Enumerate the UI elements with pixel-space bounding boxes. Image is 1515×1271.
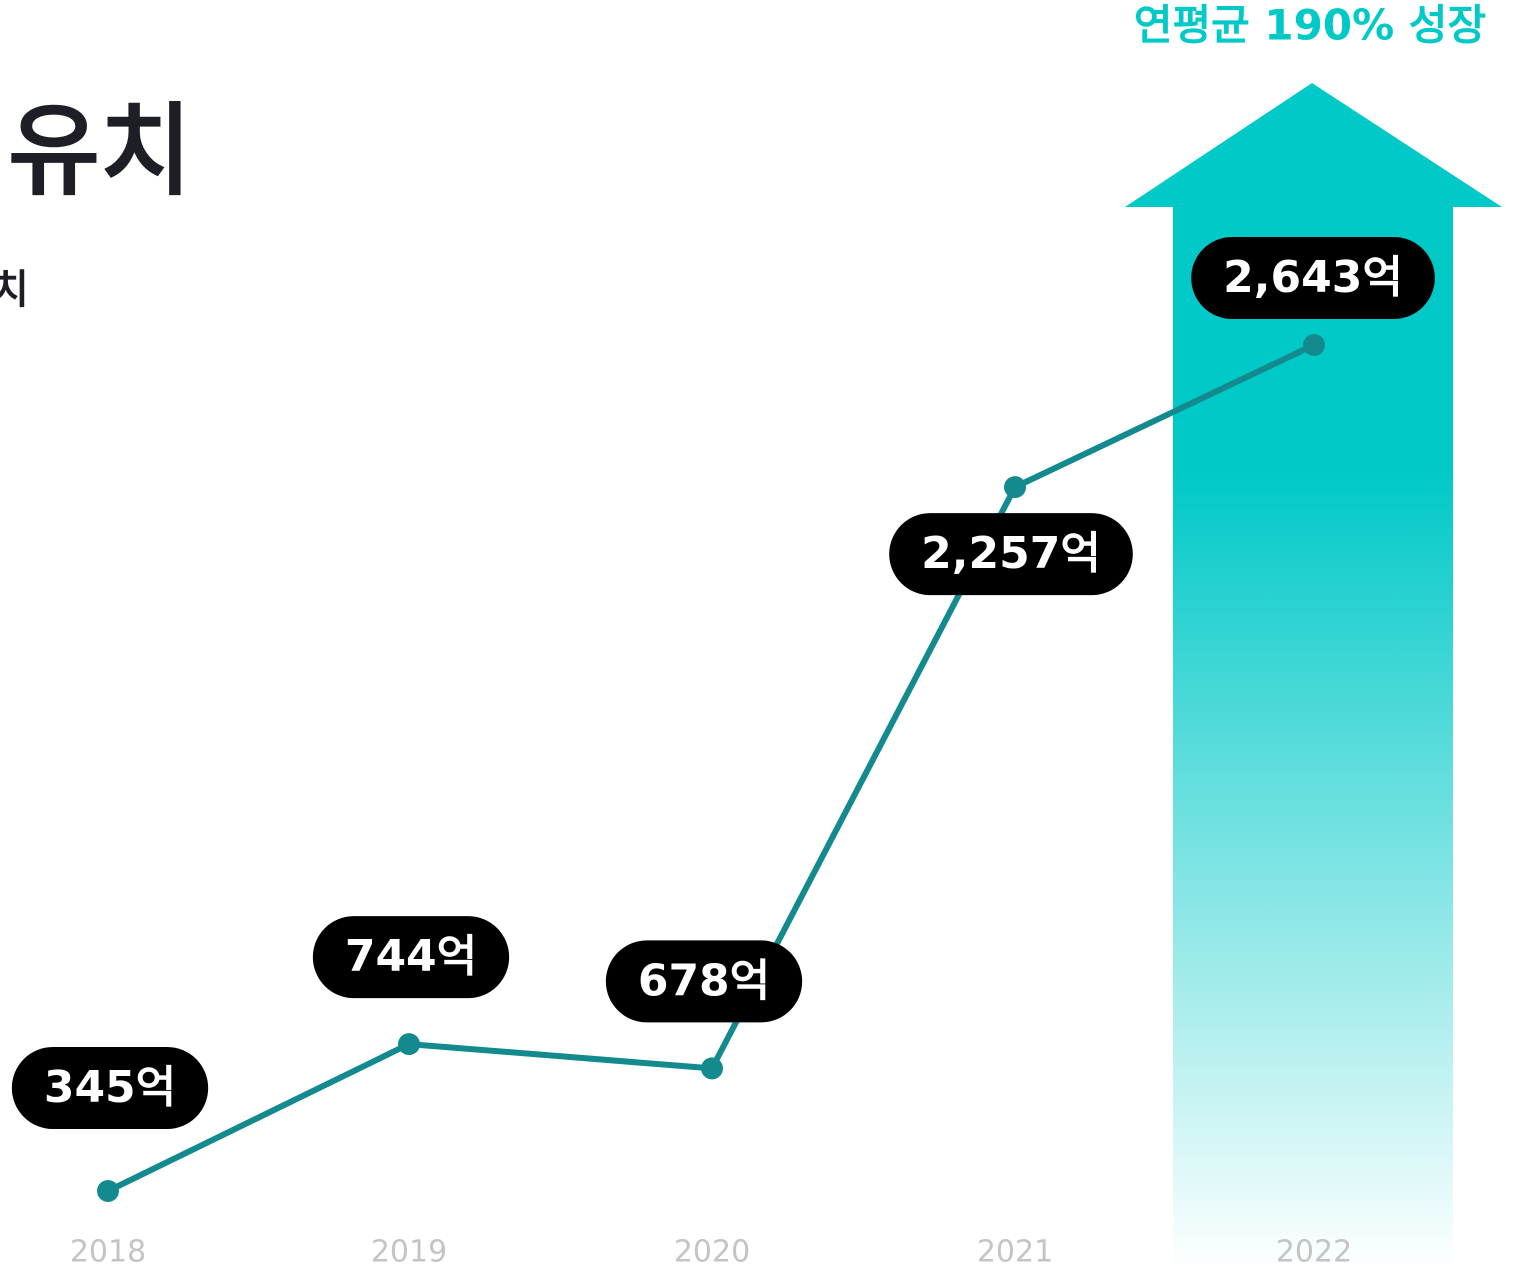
value-label: 744억 [312,916,510,999]
label-pill [312,916,510,999]
chart-subtitle: 치 [0,267,29,313]
data-label: 678억 [638,955,770,1006]
x-tick-label: 2018 [70,1235,146,1270]
value-label: 345억 [11,1047,209,1129]
data-point [97,1180,119,1202]
annotation: 연평균 190% 성장 [1134,1,1486,50]
arrow-head [1125,83,1502,207]
data-label: 2,257억 [921,528,1101,579]
growth-arrow [1125,83,1502,1271]
data-point [1303,334,1325,356]
data-label: 345억 [44,1062,176,1113]
x-tick-label: 2019 [371,1235,447,1270]
label-pill [605,940,803,1023]
label-pill [1191,237,1435,319]
data-label: 744억 [345,931,477,982]
x-tick-label: 2021 [977,1235,1053,1270]
data-point [701,1057,723,1080]
data-label: 2,643억 [1223,252,1403,303]
value-label: 2,257억 [889,513,1133,596]
label-pill [11,1047,209,1129]
value-label: 2,643억 [1191,237,1435,319]
x-tick-label: 2022 [1276,1235,1352,1270]
arrow-shaft [1173,205,1453,1271]
chart-title: 유치 [8,92,192,209]
data-point [398,1033,420,1056]
x-tick-label: 2020 [674,1235,750,1270]
value-label: 678억 [605,940,803,1023]
data-point [1004,476,1026,499]
label-pill [889,513,1133,596]
